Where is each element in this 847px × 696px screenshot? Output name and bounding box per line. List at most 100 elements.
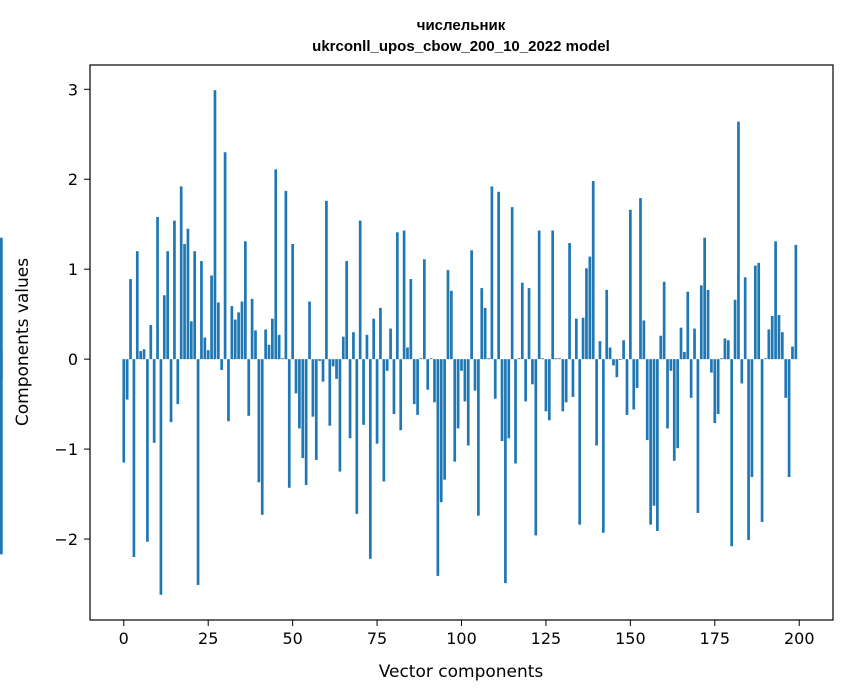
chart-subtitle: ukrconll_upos_cbow_200_10_2022 model [312,38,610,55]
x-tick-label: 125 [531,629,562,648]
bar-component-89 [423,259,426,360]
bar-component-144 [608,347,612,360]
bar-component-162 [669,359,673,371]
bar-component-151 [632,359,636,410]
bar-component-43 [267,344,271,360]
bar-component-109 [490,186,494,360]
bar-component-131 [564,359,568,403]
bar-component-199 [794,244,798,360]
bar-component-47 [281,358,284,360]
bar-component-124 [541,358,544,360]
bar-component-189 [760,359,764,522]
bar-component-35 [240,301,244,360]
bar-component-157 [652,359,656,506]
bar-component-129 [558,358,561,360]
bar-component-153 [639,198,642,360]
bar-component-121 [531,359,534,385]
bar-component-93 [436,359,440,576]
bar-component-4 [135,251,139,360]
bar-component-14 [169,359,173,423]
bar-component-84 [406,347,409,360]
bar-component-122 [534,359,538,536]
bar-component-48 [284,190,288,360]
y-tick-label: 0 [68,350,78,369]
bar-component-146 [615,359,619,378]
bar-component-33 [233,319,237,360]
bar-component-134 [574,318,578,360]
bar-component-191 [767,329,771,360]
bar-component-123 [537,230,541,360]
y-tick-label: −2 [54,530,78,549]
bar-component-127 [551,230,555,360]
bar-component-117 [517,358,521,360]
bar-component-50 [291,244,294,360]
bar-component-196 [784,359,788,398]
bar-component-61 [328,359,332,426]
bar-component-179 [726,340,730,360]
bar-component-150 [629,209,632,360]
bar-component-91 [429,358,433,360]
bar-component-23 [200,261,203,360]
bar-component-175 [713,359,717,424]
bar-component-183 [740,359,744,384]
bar-component-164 [676,359,679,449]
bar-component-44 [271,318,274,360]
bar-component-106 [480,288,484,360]
bar-component-undefined [0,350,3,360]
bar-component-66 [345,261,349,360]
bar-component-60 [325,200,328,360]
bar-component-139 [591,181,595,360]
bar-component-46 [277,334,281,360]
bar-component-185 [747,359,750,540]
bar-component-81 [395,232,399,360]
bar-component-114 [507,359,511,439]
bar-component-7 [146,359,149,542]
bar-component-158 [656,359,659,531]
bar-component-178 [723,338,727,360]
bar-component-9 [152,359,156,443]
bar-component-11 [159,359,163,595]
bar-component-111 [497,191,500,360]
x-tick-label: 200 [784,629,815,648]
bar-component-101 [463,359,467,402]
bar-component-135 [578,359,582,525]
bar-component-31 [227,359,230,422]
bar-component-100 [460,359,463,371]
bar-component-86 [412,359,416,405]
bar-component-85 [409,279,413,360]
bar-component-169 [693,328,696,360]
bar-component-136 [581,317,585,360]
bar-component-68 [352,332,355,360]
bar-component-42 [264,329,267,360]
bar-component-37 [247,359,251,416]
chart-title: числельник [417,17,506,34]
bar-component-180 [730,359,734,547]
bar-component-173 [706,289,710,360]
bar-component-34 [237,312,240,360]
bar-component-3 [132,359,136,558]
bar-component-152 [635,359,639,388]
bar-component-25 [206,350,210,360]
bar-component-57 [314,359,318,460]
bar-component-76 [379,307,382,360]
bar-component-87 [416,359,419,415]
bar-component-125 [544,359,548,412]
bar-component-64 [338,359,342,472]
bar-component-63 [335,359,338,379]
bar-component-1 [125,359,129,400]
bar-component-22 [196,359,200,585]
bar-component-119 [524,359,528,402]
bar-component-75 [375,359,379,444]
bar-component-80 [392,359,396,415]
bar-component-112 [500,359,504,441]
bar-component-67 [348,359,352,439]
bar-component-98 [453,359,457,462]
bar-component-69 [355,359,359,514]
bar-component-32 [230,306,234,360]
bar-component-6 [142,349,146,360]
bar-component-181 [733,299,737,360]
bar-component-45 [274,169,278,360]
x-tick-label: 175 [700,629,731,648]
x-tick-label: 100 [446,629,477,648]
